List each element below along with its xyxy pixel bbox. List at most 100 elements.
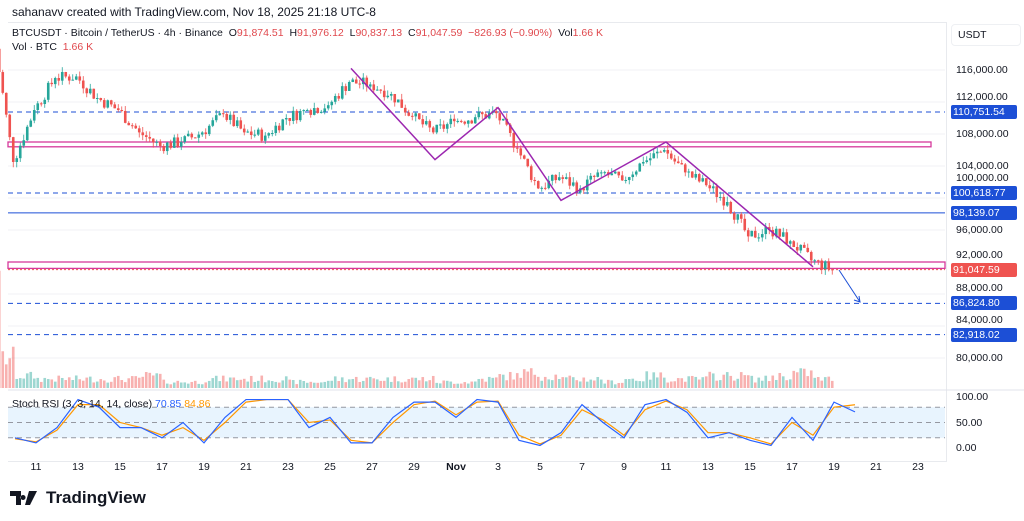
candle-body (106, 100, 110, 108)
time-axis-label: 19 (198, 461, 210, 473)
level-price-badge: 86,824.80 (951, 296, 1017, 311)
candle-body (806, 247, 810, 252)
volume-bar (417, 380, 421, 388)
candle-body (246, 131, 250, 133)
volume-bar (438, 383, 442, 388)
candle-body (43, 99, 47, 104)
candle-body (529, 166, 533, 180)
candle-body (760, 234, 764, 238)
volume-bar (813, 377, 817, 388)
candle-body (813, 260, 817, 262)
volume-bar (578, 381, 582, 388)
volume-bar (624, 379, 628, 388)
candle-body (515, 147, 519, 149)
candle-body (172, 137, 176, 148)
candle-body (64, 72, 68, 77)
volume-bar (22, 378, 26, 388)
candle-body (88, 88, 92, 94)
candle-body (561, 177, 565, 179)
volume-indicator-name[interactable]: Vol · BTC (12, 41, 57, 53)
volume-bar (4, 364, 8, 388)
candle-body (298, 110, 302, 121)
candle-body (326, 105, 330, 109)
volume-bar (816, 377, 820, 388)
candle-body (284, 118, 288, 120)
volume-bar (396, 381, 400, 388)
candle-body (207, 125, 211, 135)
candle-body (781, 232, 785, 237)
candle-body (543, 187, 547, 189)
volume-bar (113, 377, 117, 388)
volume-bar (302, 381, 306, 388)
candle-body (519, 148, 523, 156)
volume-bar (211, 378, 215, 388)
candle-body (508, 124, 512, 134)
volume-bar (256, 380, 260, 388)
candle-body (501, 118, 505, 121)
volume-bar (697, 379, 701, 388)
candle-body (718, 196, 722, 198)
volume-bar (221, 375, 225, 388)
volume-bar (550, 380, 554, 388)
symbol-name[interactable]: BTCUSDT · Bitcoin / TetherUS · 4h · Bina… (12, 27, 223, 39)
volume-bar (746, 375, 750, 388)
candle-body (687, 171, 691, 173)
candle-body (757, 237, 761, 239)
volume-bar (246, 381, 250, 388)
volume-bar (291, 380, 295, 388)
stoch-rsi-title[interactable]: Stoch RSI (3, 3, 14, 14, close) (12, 398, 153, 410)
low-label: L (349, 27, 356, 39)
volume-bar (526, 371, 530, 388)
volume-bar (820, 380, 824, 388)
volume-bar (543, 376, 547, 388)
price-axis-label: 112,000.00 (956, 90, 1008, 103)
volume-bar (757, 377, 761, 388)
volume-bar (589, 379, 593, 388)
candle-body (421, 119, 425, 125)
candle-body (669, 153, 673, 159)
volume-bar (176, 380, 180, 388)
volume-bar (617, 382, 621, 388)
close-value: 91,047.59 (415, 27, 463, 39)
volume-bar (722, 374, 726, 388)
candle-body (736, 214, 740, 220)
volume-bar (277, 382, 281, 388)
candle-body (130, 125, 134, 127)
volume-bar (592, 380, 596, 388)
candle-body (85, 88, 89, 94)
volume-bar (718, 380, 722, 388)
candle-body (169, 142, 173, 148)
volume-bar (179, 382, 183, 388)
candle-body (183, 136, 187, 142)
candle-body (127, 122, 131, 126)
candle-body (120, 110, 124, 111)
volume-bar (428, 380, 432, 388)
volume-bar (148, 372, 152, 388)
currency-label[interactable]: USDT (951, 24, 1021, 46)
chart-pane[interactable] (8, 22, 947, 462)
volume-bar (309, 381, 313, 388)
volume-bar (200, 384, 204, 388)
volume-bar (106, 382, 110, 388)
candle-body (680, 163, 684, 165)
time-axis-label: 23 (912, 461, 924, 473)
zigzag-pattern-line (350, 67, 814, 268)
candle-body (620, 175, 624, 181)
candle-body (337, 95, 341, 99)
volume-bar (232, 377, 236, 388)
candle-body (785, 232, 789, 244)
candle-body (774, 228, 778, 237)
volume-bar (92, 382, 96, 388)
candle-body (123, 110, 127, 123)
volume-bar (515, 373, 519, 388)
volume-bar (508, 371, 512, 388)
candle-body (438, 124, 442, 126)
candle-body (445, 124, 449, 129)
high-label: H (289, 27, 298, 39)
volume-bar (736, 378, 740, 388)
volume-bar (711, 373, 715, 388)
candle-body (659, 151, 663, 153)
volume-bar (365, 377, 369, 388)
candle-body (249, 131, 253, 136)
